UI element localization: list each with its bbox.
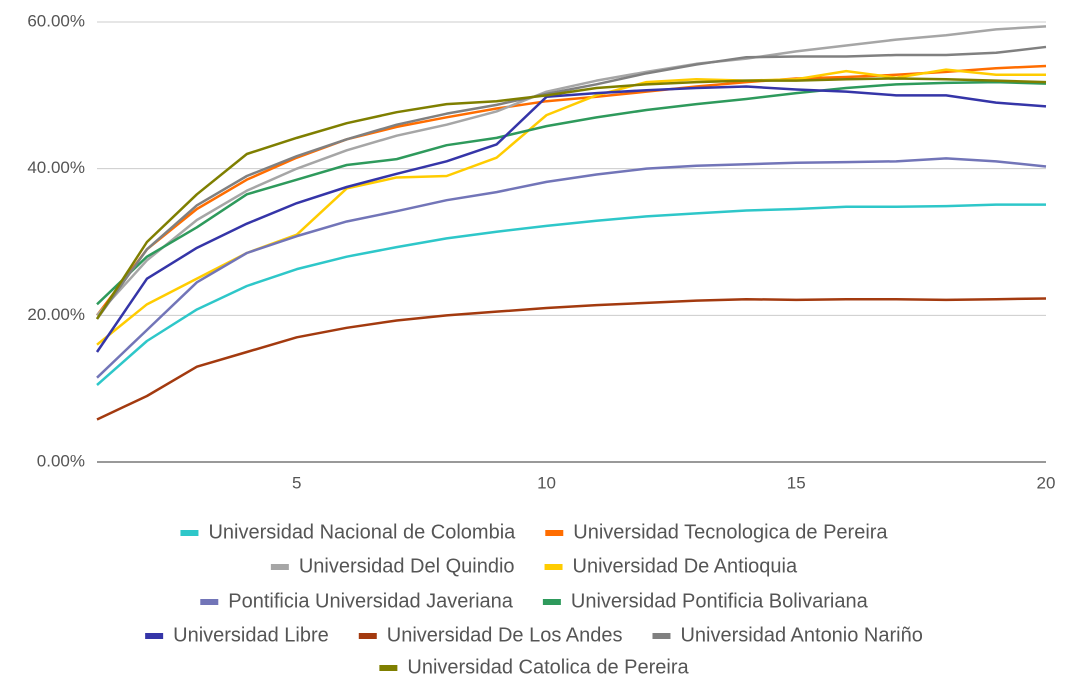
y-tick-label: 0.00% [37, 451, 85, 470]
legend-label: Universidad De Los Andes [387, 624, 623, 646]
legend-row: Universidad Catolica de Pereira [379, 656, 690, 678]
legend-label: Universidad De Antioquia [573, 555, 798, 577]
legend-label: Universidad Antonio Nariño [680, 624, 922, 646]
y-tick-label: 40.00% [27, 158, 85, 177]
legend-row: Universidad Del Quindio Universidad De An… [270, 555, 798, 577]
legend-row: Pontificia Universidad Javeriana Universi… [200, 590, 869, 612]
series-line [96, 25, 1047, 317]
series-line [96, 64, 1047, 317]
legend-label: Universidad Libre [173, 624, 329, 646]
legend-label: Universidad Pontificia Bolivariana [571, 590, 869, 612]
x-tick-label: 10 [537, 473, 556, 492]
y-tick-label: 60.00% [27, 11, 85, 30]
y-tick-label: 20.00% [27, 305, 85, 324]
legend-row: Universidad Nacional de Colombia Universi… [180, 521, 888, 543]
x-tick-label: 15 [787, 473, 806, 492]
x-tick-label: 5 [292, 473, 301, 492]
x-tick-label: 20 [1037, 473, 1056, 492]
legend-label: Universidad Catolica de Pereira [407, 656, 689, 678]
legend-label: Universidad Tecnologica de Pereira [573, 521, 888, 543]
series-line [95, 85, 1047, 353]
legend-label: Universidad Del Quindio [299, 555, 515, 577]
series-line [96, 203, 1046, 386]
series-line [96, 297, 1047, 421]
legend-label: Universidad Nacional de Colombia [208, 521, 516, 543]
series-line [96, 80, 1047, 306]
legend-row: Universidad Libre Universidad De Los Ande… [145, 624, 923, 646]
series-line [95, 77, 1047, 320]
series-line [96, 157, 1047, 379]
series-line [95, 45, 1047, 320]
legend-label: Pontificia Universidad Javeriana [228, 590, 513, 612]
